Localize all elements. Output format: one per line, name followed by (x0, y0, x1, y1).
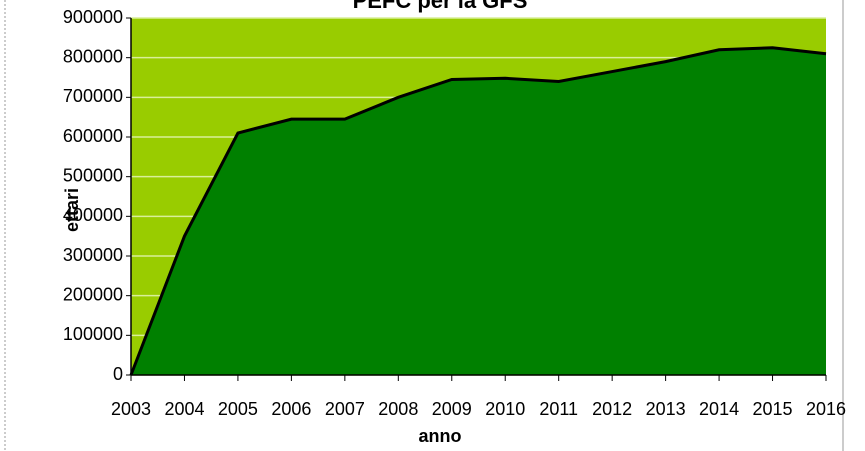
y-tick-label: 600000 (63, 126, 123, 146)
x-tick-label: 2004 (164, 399, 204, 419)
x-tick-label: 2009 (432, 399, 472, 419)
area-outline (129, 46, 827, 376)
y-tick-label: 0 (113, 364, 123, 384)
x-tick-label: 2016 (806, 399, 846, 419)
y-tick-label: 500000 (63, 165, 123, 185)
y-axis-label: ettari (62, 188, 82, 232)
x-tick-label: 2007 (325, 399, 365, 419)
x-tick-label: 2013 (646, 399, 686, 419)
y-tick-label: 200000 (63, 284, 123, 304)
y-tick-label: 900000 (63, 7, 123, 27)
x-tick-label: 2008 (378, 399, 418, 419)
y-tick-label: 700000 (63, 86, 123, 106)
y-tick-label: 800000 (63, 46, 123, 66)
area (131, 47, 826, 375)
x-tick-label: 2003 (111, 399, 151, 419)
x-tick-label: 2011 (539, 399, 578, 419)
y-tick-label: 400000 (63, 205, 123, 225)
y-tick-label: 100000 (63, 324, 123, 344)
chart-title: PEFC per la GFS (353, 0, 528, 13)
x-tick-label: 2014 (699, 399, 739, 419)
y-tick-label: 300000 (63, 245, 123, 265)
x-tick-label: 2012 (592, 399, 632, 419)
plot-area (129, 17, 827, 376)
x-axis-label: anno (419, 426, 462, 446)
x-tick-label: 2015 (753, 399, 793, 419)
x-tick-label: 2006 (271, 399, 311, 419)
x-tick-label: 2010 (485, 399, 525, 419)
x-tick-label: 2005 (218, 399, 258, 419)
